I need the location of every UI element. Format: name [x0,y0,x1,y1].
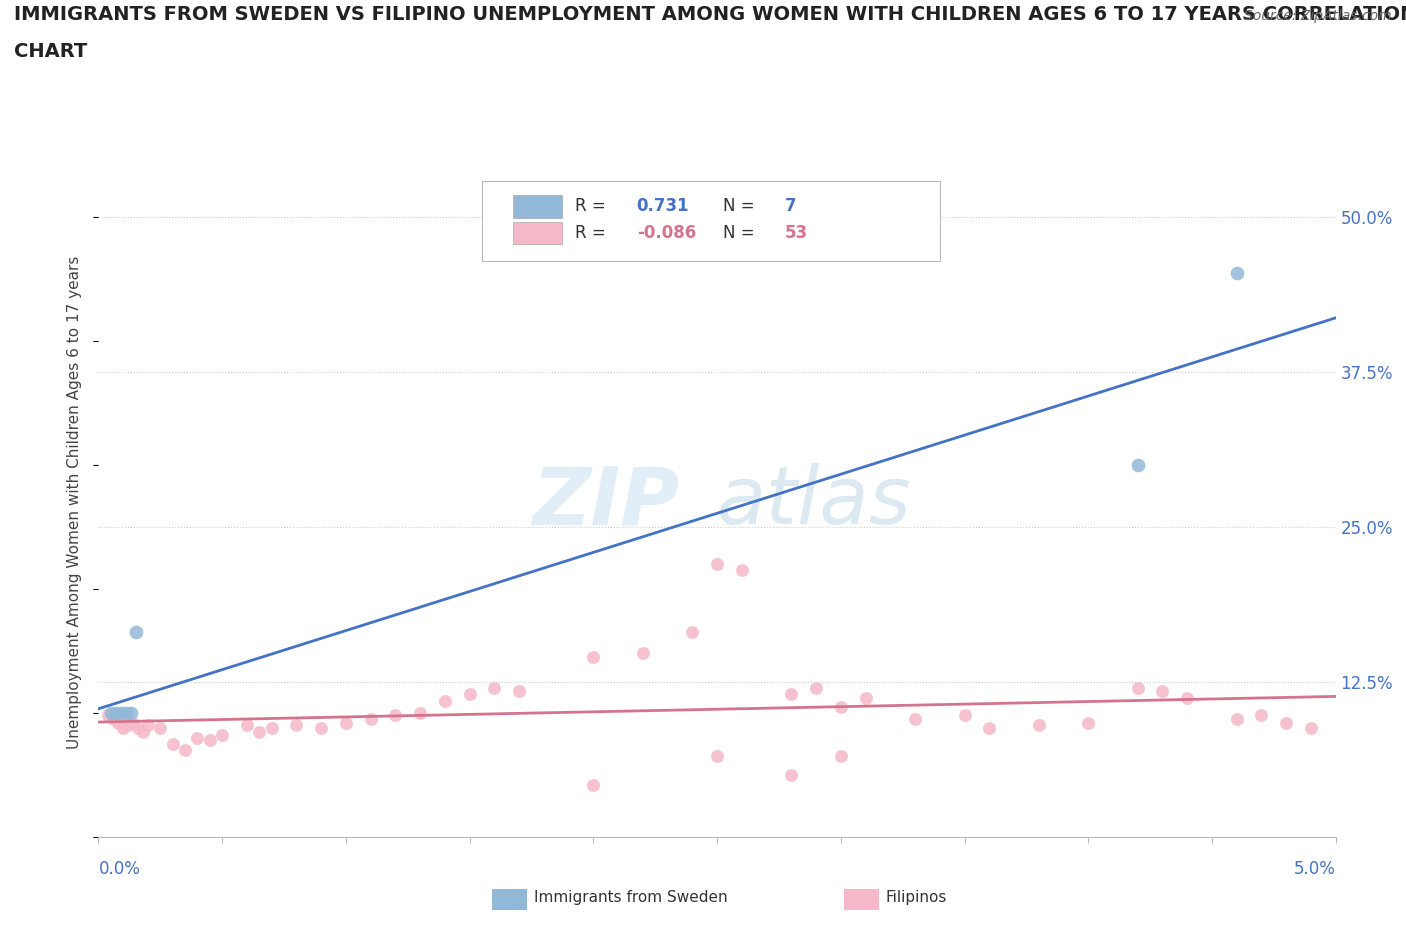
Point [103,711,125,726]
Text: Filipinos: Filipinos [886,890,948,905]
Point [1299,721,1322,736]
Point [706,749,728,764]
Point [236,718,259,733]
Point [384,708,406,723]
Point [112,721,135,736]
Point [360,711,382,726]
Text: IMMIGRANTS FROM SWEDEN VS FILIPINO UNEMPLOYMENT AMONG WOMEN WITH CHILDREN AGES 6: IMMIGRANTS FROM SWEDEN VS FILIPINO UNEMP… [14,5,1406,23]
Text: 0.0%: 0.0% [98,860,141,878]
Point [124,625,146,640]
Text: Source: ZipAtlas.com: Source: ZipAtlas.com [1244,9,1392,23]
Point [1226,711,1249,726]
Text: 53: 53 [785,224,808,242]
Point [1175,691,1198,706]
Point [122,715,145,730]
Point [174,743,197,758]
Point [127,721,149,736]
Point [1275,715,1298,730]
Y-axis label: Unemployment Among Women with Children Ages 6 to 17 years: Unemployment Among Women with Children A… [67,256,83,749]
Point [780,687,803,702]
Point [1126,681,1149,696]
Text: N =: N = [723,197,761,215]
Point [1226,265,1249,280]
Point [780,767,803,782]
Point [1126,458,1149,472]
Text: N =: N = [723,224,761,242]
Point [309,721,332,736]
Point [706,557,728,572]
Text: 5.0%: 5.0% [1294,860,1336,878]
Point [631,646,654,661]
Point [120,706,142,721]
Point [132,724,155,739]
FancyBboxPatch shape [482,180,939,261]
Point [1077,715,1099,730]
Text: 0.731: 0.731 [637,197,689,215]
Point [100,706,122,721]
Point [830,749,852,764]
Point [979,721,1001,736]
Point [117,718,139,733]
Text: R =: R = [575,224,610,242]
Point [1152,684,1174,698]
Text: CHART: CHART [14,42,87,60]
Point [104,706,127,721]
Text: Immigrants from Sweden: Immigrants from Sweden [534,890,728,905]
Point [149,721,172,736]
Point [260,721,283,736]
Text: R =: R = [575,197,610,215]
Point [582,777,605,792]
Point [582,650,605,665]
Point [830,699,852,714]
FancyBboxPatch shape [513,221,562,245]
Point [247,724,270,739]
Text: 7: 7 [785,197,797,215]
Point [855,691,877,706]
Point [681,625,703,640]
Point [804,681,827,696]
Point [136,718,159,733]
Point [110,706,132,721]
Text: ZIP: ZIP [533,463,681,541]
Point [1250,708,1272,723]
Point [731,563,754,578]
Point [97,708,120,723]
Point [409,706,432,721]
Text: -0.086: -0.086 [637,224,696,242]
Point [186,730,208,745]
Point [198,733,221,748]
Point [335,715,357,730]
FancyBboxPatch shape [513,195,562,218]
Point [114,706,136,721]
Point [162,737,184,751]
Point [508,684,530,698]
Point [904,711,927,726]
Point [107,715,129,730]
Text: atlas: atlas [717,463,912,541]
Point [1028,718,1050,733]
Point [285,718,308,733]
Point [458,687,481,702]
Point [433,693,456,708]
Point [211,728,233,743]
Point [953,708,976,723]
Point [484,681,506,696]
